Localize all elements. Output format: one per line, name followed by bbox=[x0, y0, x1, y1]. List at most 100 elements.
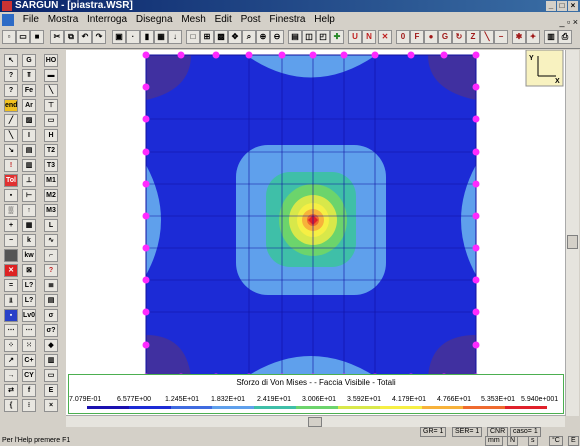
zoom-icon[interactable]: ⌕ bbox=[242, 30, 256, 44]
arrow-icon[interactable]: ↘ bbox=[4, 144, 18, 157]
add-icon[interactable]: ✚ bbox=[330, 30, 344, 44]
menu-mostra[interactable]: Mostra bbox=[47, 14, 79, 25]
left-tool-m1[interactable]: M1 bbox=[44, 174, 58, 187]
load-icon[interactable]: ↓ bbox=[168, 30, 182, 44]
dots2-icon[interactable]: ⋯ bbox=[22, 324, 36, 337]
sigma-question-icon[interactable]: σ? bbox=[44, 324, 58, 337]
warning-icon[interactable]: ! bbox=[4, 159, 18, 172]
left-tool-cy[interactable]: CY bbox=[22, 369, 36, 382]
contour-icon[interactable]: ◫ bbox=[302, 30, 316, 44]
end-icon[interactable]: end bbox=[4, 99, 18, 112]
menu-help[interactable]: Help bbox=[314, 14, 335, 25]
l-question-icon[interactable]: L? bbox=[22, 294, 36, 307]
star-icon[interactable]: ✦ bbox=[526, 30, 540, 44]
menu-disegna[interactable]: Disegna bbox=[135, 14, 173, 25]
line-tool-icon[interactable]: ╲ bbox=[44, 84, 58, 97]
redo-icon[interactable]: ↷ bbox=[92, 30, 106, 44]
model-canvas[interactable]: Y X bbox=[66, 50, 565, 422]
left-tool-l[interactable]: L bbox=[44, 219, 58, 232]
menu-interroga[interactable]: Interroga bbox=[87, 14, 128, 25]
mesh-icon[interactable]: ▦ bbox=[154, 30, 168, 44]
mesh-grid-icon[interactable]: ▦ bbox=[22, 219, 36, 232]
query-icon[interactable]: ? bbox=[4, 69, 18, 82]
box-cross-icon[interactable]: ⊠ bbox=[22, 264, 36, 277]
rotate-icon[interactable]: ↻ bbox=[452, 30, 466, 44]
kw-icon[interactable]: kw bbox=[22, 249, 36, 262]
line-icon[interactable]: ╲ bbox=[480, 30, 494, 44]
document-icon[interactable] bbox=[2, 14, 14, 26]
corner-icon[interactable]: ⌐ bbox=[44, 249, 58, 262]
open-folder-icon[interactable]: ▭ bbox=[16, 30, 30, 44]
left-tool-t2[interactable]: T2 bbox=[44, 144, 58, 157]
mdi-minimize-button[interactable]: _ bbox=[559, 17, 565, 27]
pattern-icon[interactable]: ▤ bbox=[22, 144, 36, 157]
equals-icon[interactable]: = bbox=[4, 279, 18, 292]
arrows-icon[interactable]: ⇄ bbox=[4, 384, 18, 397]
left-tool-ar[interactable]: Ar bbox=[22, 99, 36, 112]
node-query-icon[interactable]: ? bbox=[4, 84, 18, 97]
cross-icon[interactable]: ✕ bbox=[4, 264, 18, 277]
plus-icon[interactable]: + bbox=[4, 219, 18, 232]
shade-icon[interactable]: ▒ bbox=[4, 204, 18, 217]
node-icon[interactable]: · bbox=[126, 30, 140, 44]
vertical-scrollbar[interactable] bbox=[565, 50, 579, 416]
left-tool-fe[interactable]: Fe bbox=[22, 84, 36, 97]
arrow-right-icon[interactable]: → bbox=[4, 369, 18, 382]
dot-list-icon[interactable]: ⁝ bbox=[22, 399, 36, 412]
dash-icon[interactable]: − bbox=[4, 234, 18, 247]
text-button-z[interactable]: Z bbox=[466, 30, 480, 44]
von-mises-contour-plot[interactable]: Y X bbox=[66, 50, 565, 422]
delete-icon[interactable]: ✕ bbox=[378, 30, 392, 44]
text-button-g[interactable]: G bbox=[438, 30, 452, 44]
green-list-icon[interactable]: ≣ bbox=[44, 279, 58, 292]
menu-mesh[interactable]: Mesh bbox=[181, 14, 206, 25]
grid-view-icon[interactable]: ▩ bbox=[214, 30, 228, 44]
minimize-button[interactable]: _ bbox=[546, 1, 556, 11]
grid-icon[interactable]: G bbox=[22, 54, 36, 67]
maximize-button[interactable]: □ bbox=[557, 1, 567, 11]
slash-icon[interactable]: ╱ bbox=[4, 114, 18, 127]
k-icon[interactable]: k bbox=[22, 234, 36, 247]
section-icon[interactable]: ▮ bbox=[140, 30, 154, 44]
fit-view-icon[interactable]: ⊞ bbox=[200, 30, 214, 44]
chart-icon[interactable]: ▥ bbox=[44, 354, 58, 367]
diag-icon[interactable]: ╲ bbox=[4, 129, 18, 142]
x-icon[interactable]: × bbox=[44, 399, 58, 412]
block-icon[interactable] bbox=[4, 249, 18, 262]
pattern2-icon[interactable]: ▥ bbox=[22, 159, 36, 172]
pointer-icon[interactable]: ↖ bbox=[4, 54, 18, 67]
wave-icon[interactable]: ∿ bbox=[44, 234, 58, 247]
zoom-in-icon[interactable]: ⊕ bbox=[256, 30, 270, 44]
menu-post[interactable]: Post bbox=[240, 14, 261, 25]
blue-shape-icon[interactable]: ◆ bbox=[44, 339, 58, 352]
panel-icon[interactable]: ▤ bbox=[44, 294, 58, 307]
text-button-f[interactable]: F bbox=[410, 30, 424, 44]
dots-icon[interactable]: ⋯ bbox=[4, 324, 18, 337]
i-section-icon[interactable]: I bbox=[22, 129, 36, 142]
left-tool-ho[interactable]: HO bbox=[44, 54, 58, 67]
scroll-thumb[interactable] bbox=[308, 417, 322, 427]
left-tool-m2[interactable]: M2 bbox=[44, 189, 58, 202]
h-section-icon[interactable]: H bbox=[44, 129, 58, 142]
stress-icon[interactable]: ✱ bbox=[512, 30, 526, 44]
undo-icon[interactable]: ↶ bbox=[78, 30, 92, 44]
beam-icon[interactable]: ⫪ bbox=[22, 69, 36, 82]
scatter2-icon[interactable]: ⁙ bbox=[22, 339, 36, 352]
left-tool-lv0[interactable]: Lv0 bbox=[22, 309, 36, 322]
text-button-0[interactable]: 0 bbox=[396, 30, 410, 44]
hatch-icon[interactable]: ▨ bbox=[22, 114, 36, 127]
pin-icon[interactable]: ▪ bbox=[4, 189, 18, 202]
pointer2-icon[interactable]: ↗ bbox=[4, 354, 18, 367]
mdi-restore-button[interactable]: ▫ bbox=[567, 17, 571, 27]
deformed-icon[interactable]: ◰ bbox=[316, 30, 330, 44]
question-red-icon[interactable]: ? bbox=[44, 264, 58, 277]
copy-icon[interactable]: ⧉ bbox=[64, 30, 78, 44]
minus-icon[interactable]: − bbox=[494, 30, 508, 44]
circle-icon[interactable]: ● bbox=[424, 30, 438, 44]
mdi-close-button[interactable]: × bbox=[572, 17, 578, 27]
bar-icon[interactable]: ▬ bbox=[44, 69, 58, 82]
node-blue-icon[interactable]: ▪ bbox=[4, 309, 18, 322]
save-icon[interactable]: ■ bbox=[30, 30, 44, 44]
menu-edit[interactable]: Edit bbox=[214, 14, 232, 25]
horizontal-scrollbar[interactable] bbox=[66, 415, 565, 428]
